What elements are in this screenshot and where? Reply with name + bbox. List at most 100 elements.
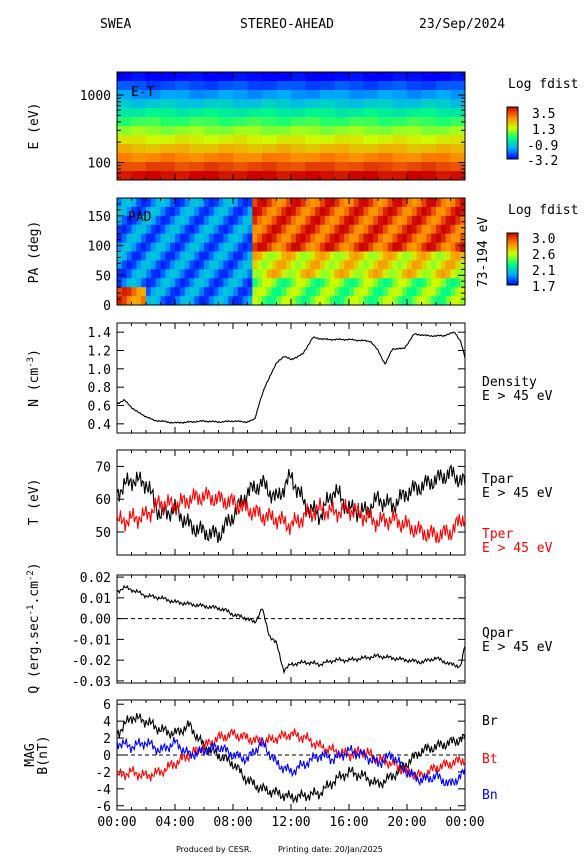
pitch-angle-cell [131,278,137,288]
pitch-angle-cell [363,260,369,270]
pitch-angle-cell [426,206,432,217]
pitch-angle-cell [431,206,437,217]
pitch-angle-cell [305,233,311,244]
pitch-angle-cell [204,215,210,226]
energy-time-cell [218,108,234,118]
pitch-angle-cell [228,224,234,235]
pitch-angle-cell [228,242,234,252]
pitch-angle-cell [407,296,413,306]
pitch-angle-cell [368,287,374,297]
pitch-angle-cell [431,215,437,226]
pitch-angle-cell [179,224,186,235]
energy-time-cell [189,90,205,100]
pitch-angle-cell [300,287,306,297]
energy-time-cell [131,81,147,91]
pitch-angle-cell [189,269,195,279]
pitch-angle-cell [237,206,244,217]
pitch-angle-cell [242,287,248,297]
pitch-angle-cell [199,206,205,217]
time-tick-label: 12:00 [271,815,310,830]
y-tick-label: 0.4 [88,418,112,433]
pitch-angle-cell [175,269,181,279]
energy-time-cell [146,117,161,127]
pitch-angle-cell [402,296,408,306]
pitch-angle-cell [165,206,171,217]
pitch-angle-cell [189,215,195,226]
pitch-angle-cell [334,224,340,235]
pitch-angle-cell [305,278,311,288]
energy-time-cell [262,153,277,163]
energy-time-cell [334,90,350,100]
energy-time-cell [320,90,335,100]
pitch-angle-cell [242,224,248,235]
series-line-bt [116,727,466,782]
pitch-angle-cell [213,269,219,279]
energy-time-cell [218,72,234,82]
pitch-angle-cell [257,260,263,270]
tpar-legend-energy: E > 45 eV [482,486,553,501]
pitch-angle-cell [368,242,374,252]
energy-time-cell [233,126,248,136]
energy-time-cell [392,108,408,118]
energy-time-cell [421,90,437,100]
pitch-angle-cell [315,296,321,306]
pitch-angle-cell [257,251,263,261]
pitch-angle-cell [450,242,456,252]
pitch-angle-cell [363,287,369,297]
pitch-angle-cell [286,198,292,208]
pitch-angle-cell [160,242,166,252]
pitch-angle-cell [426,287,432,297]
pitch-angle-cell [407,287,413,297]
pitch-angle-cell [199,287,205,297]
pitch-angle-cell [339,242,345,252]
pitch-angle-cell [165,278,171,288]
pitch-angle-cell [242,251,248,261]
pitch-angle-cell [392,287,398,297]
pitch-angle-cell [353,251,360,261]
pitch-angle-cell [141,260,147,270]
pitch-angle-cell [208,251,215,261]
pitch-angle-cell [286,242,292,252]
pitch-angle-cell [382,233,389,244]
pitch-angle-cell [233,224,239,235]
pitch-angle-cell [324,269,331,279]
pitch-angle-cell [194,260,200,270]
energy-time-cell [450,171,466,181]
pitch-angle-cell [237,198,244,208]
y-tick-label: 0.01 [80,592,111,607]
energy-time-cell [146,99,161,109]
pitch-angle-cell [397,242,403,252]
pitch-angle-cell [407,215,413,226]
temperature-panel: 50 60 70 T (eV) Tpar E > 45 eV Tper E > 45… [27,449,553,556]
energy-time-cell [378,90,393,100]
pitch-angle-cell [150,287,157,297]
pitch-angle-cell [160,215,166,226]
energy-time-cell [305,162,321,172]
pitch-angle-cell [155,287,161,297]
pitch-angle-cell [320,269,326,279]
pitch-angle-cell [320,224,326,235]
energy-time-cell [291,81,306,91]
pitch-angle-cell [262,198,268,208]
pitch-angle-cell [266,242,273,252]
pitch-angle-cell [237,233,244,244]
energy-time-cell [204,117,219,127]
pitch-angle-cell [392,260,398,270]
pitch-angle-cell [141,215,147,226]
pitch-angle-cell [455,260,461,270]
pitch-angle-cell [305,215,311,226]
pitch-angle-cell [175,287,181,297]
pitch-angle-cell [117,278,123,288]
energy-time-cell [363,90,379,100]
energy-time-cell [218,162,234,172]
pitch-angle-cell [146,278,152,288]
pitch-angle-cell [189,224,195,235]
energy-time-cell [320,99,335,109]
pitch-angle-cell [363,251,369,261]
pitch-angle-cell [184,233,190,244]
pitch-angle-cell [445,224,451,235]
pitch-angle-cell [208,233,215,244]
pitch-angle-cell [392,198,398,208]
pitch-angle-cell [175,296,181,306]
pitch-angle-cell [402,233,408,244]
